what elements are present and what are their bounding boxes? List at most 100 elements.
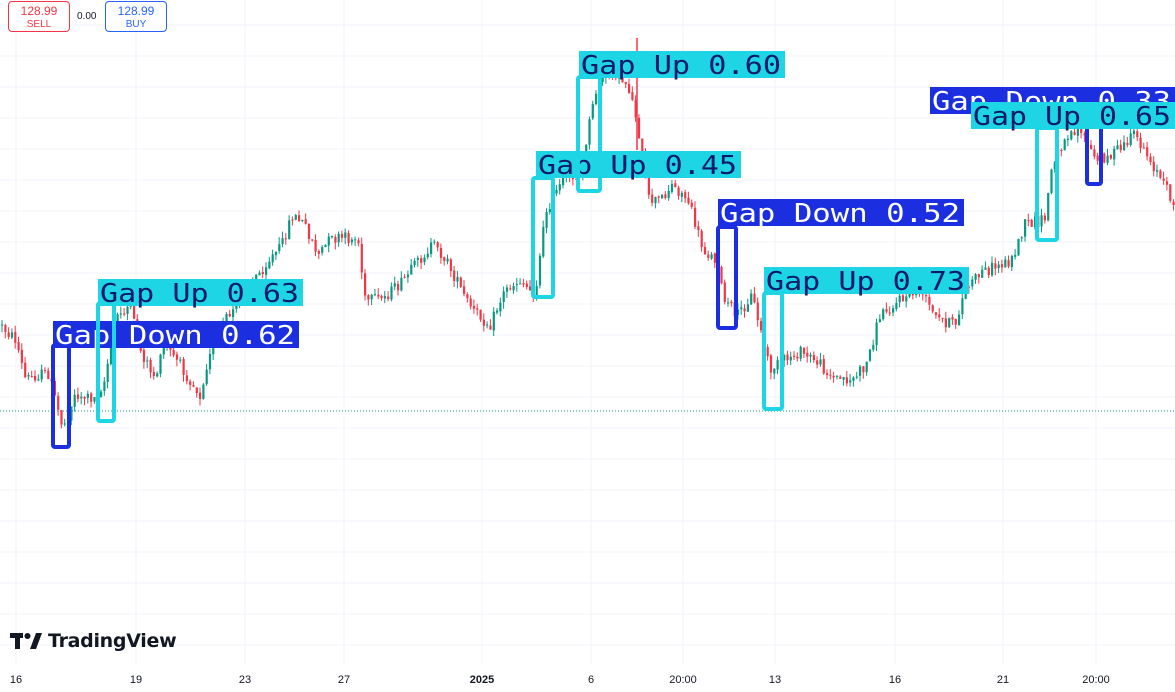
candle-body xyxy=(1066,138,1070,140)
candle-body xyxy=(822,358,825,374)
candle-body xyxy=(294,215,297,220)
candle-body xyxy=(878,319,881,323)
candle-body xyxy=(472,306,476,309)
candle-body xyxy=(855,376,858,378)
candle-body xyxy=(281,238,284,245)
x-tick-label: 20:00 xyxy=(669,674,697,686)
candle-body xyxy=(773,368,776,374)
candle-body xyxy=(1020,237,1023,239)
candle-body xyxy=(859,366,862,376)
detection-label: Gap Up 0.63 xyxy=(100,279,299,309)
candle-body xyxy=(324,244,327,247)
candle-body xyxy=(321,247,324,253)
candle-body xyxy=(182,359,185,376)
candle-body xyxy=(377,294,380,297)
candle-body xyxy=(542,227,545,257)
candle-body xyxy=(1063,139,1066,151)
candle-body xyxy=(631,92,634,100)
detection-label-bg xyxy=(764,267,969,294)
candle-body xyxy=(278,244,281,251)
candle-body xyxy=(80,396,83,399)
candle-body xyxy=(261,271,264,274)
candle-body xyxy=(123,313,126,315)
candle-body xyxy=(502,291,505,302)
candle-body xyxy=(806,352,809,357)
candle-body xyxy=(948,317,951,328)
buy-button[interactable]: 128.99 BUY xyxy=(105,1,167,32)
candle-body xyxy=(24,362,27,378)
candle-body xyxy=(86,393,89,398)
candle-body xyxy=(776,360,779,370)
candle-body xyxy=(383,296,386,299)
candle-body xyxy=(697,226,700,231)
candle-body xyxy=(1142,147,1145,149)
candle-body xyxy=(872,344,875,350)
candle-body xyxy=(938,314,941,318)
candle-body xyxy=(1030,219,1033,227)
candle-body xyxy=(707,254,710,258)
candle-body xyxy=(1172,201,1175,206)
candle-body xyxy=(357,240,360,244)
candle-body xyxy=(364,273,367,296)
candle-body xyxy=(710,254,713,259)
detection-gap-down: Gap Down 0.62 xyxy=(51,321,299,449)
candle-body xyxy=(10,332,14,338)
candle-body xyxy=(367,295,370,300)
candle-body xyxy=(70,406,73,421)
candle-body xyxy=(977,274,980,278)
candle-body xyxy=(116,314,119,322)
candle-body xyxy=(1014,254,1017,257)
candle-body xyxy=(83,396,86,399)
sell-button[interactable]: 128.99 SELL xyxy=(8,1,70,32)
candle-body xyxy=(535,285,538,299)
candle-body xyxy=(1149,156,1152,163)
candle-body xyxy=(670,183,674,192)
candle-body xyxy=(1017,239,1020,256)
candle-body xyxy=(783,355,786,361)
candle-body xyxy=(888,312,891,314)
candle-body xyxy=(1126,142,1129,145)
candle-body xyxy=(519,283,522,285)
candle-body xyxy=(423,257,426,263)
candle-body xyxy=(1113,148,1116,160)
x-tick-label: 19 xyxy=(130,674,142,686)
candle-body xyxy=(595,93,598,105)
candle-body xyxy=(637,117,641,139)
candle-body xyxy=(1060,150,1063,152)
candle-body xyxy=(1116,145,1119,150)
candle-body xyxy=(443,257,446,261)
candle-body xyxy=(944,318,947,328)
candle-body xyxy=(845,377,848,384)
candle-body xyxy=(446,258,449,262)
candle-body xyxy=(146,360,149,362)
candle-body xyxy=(126,306,129,314)
candle-body xyxy=(439,247,443,258)
x-tick-label: 13 xyxy=(769,674,781,686)
candle-body xyxy=(802,347,806,354)
candle-body xyxy=(30,376,33,378)
candle-body xyxy=(387,296,390,300)
candle-body xyxy=(816,360,819,365)
candle-body xyxy=(162,347,165,355)
candle-body xyxy=(337,233,340,243)
sell-label: SELL xyxy=(26,19,52,30)
candle-body xyxy=(641,138,644,154)
candle-body xyxy=(647,177,650,195)
candle-body xyxy=(1040,215,1043,227)
candle-body xyxy=(57,395,60,410)
candle-body xyxy=(862,366,865,373)
candle-body xyxy=(1165,181,1169,185)
x-tick-label: 16 xyxy=(889,674,901,686)
candle-body xyxy=(664,194,667,199)
candle-body xyxy=(971,279,974,287)
candle-body xyxy=(76,394,80,399)
x-tick-label: 23 xyxy=(239,674,251,686)
tradingview-logo[interactable]: TradingView xyxy=(10,630,177,652)
candle-body xyxy=(496,310,499,313)
candle-body xyxy=(284,238,287,240)
candle-body xyxy=(812,355,815,361)
candle-body xyxy=(766,347,769,357)
candle-body xyxy=(255,274,258,282)
candle-body xyxy=(677,187,680,196)
